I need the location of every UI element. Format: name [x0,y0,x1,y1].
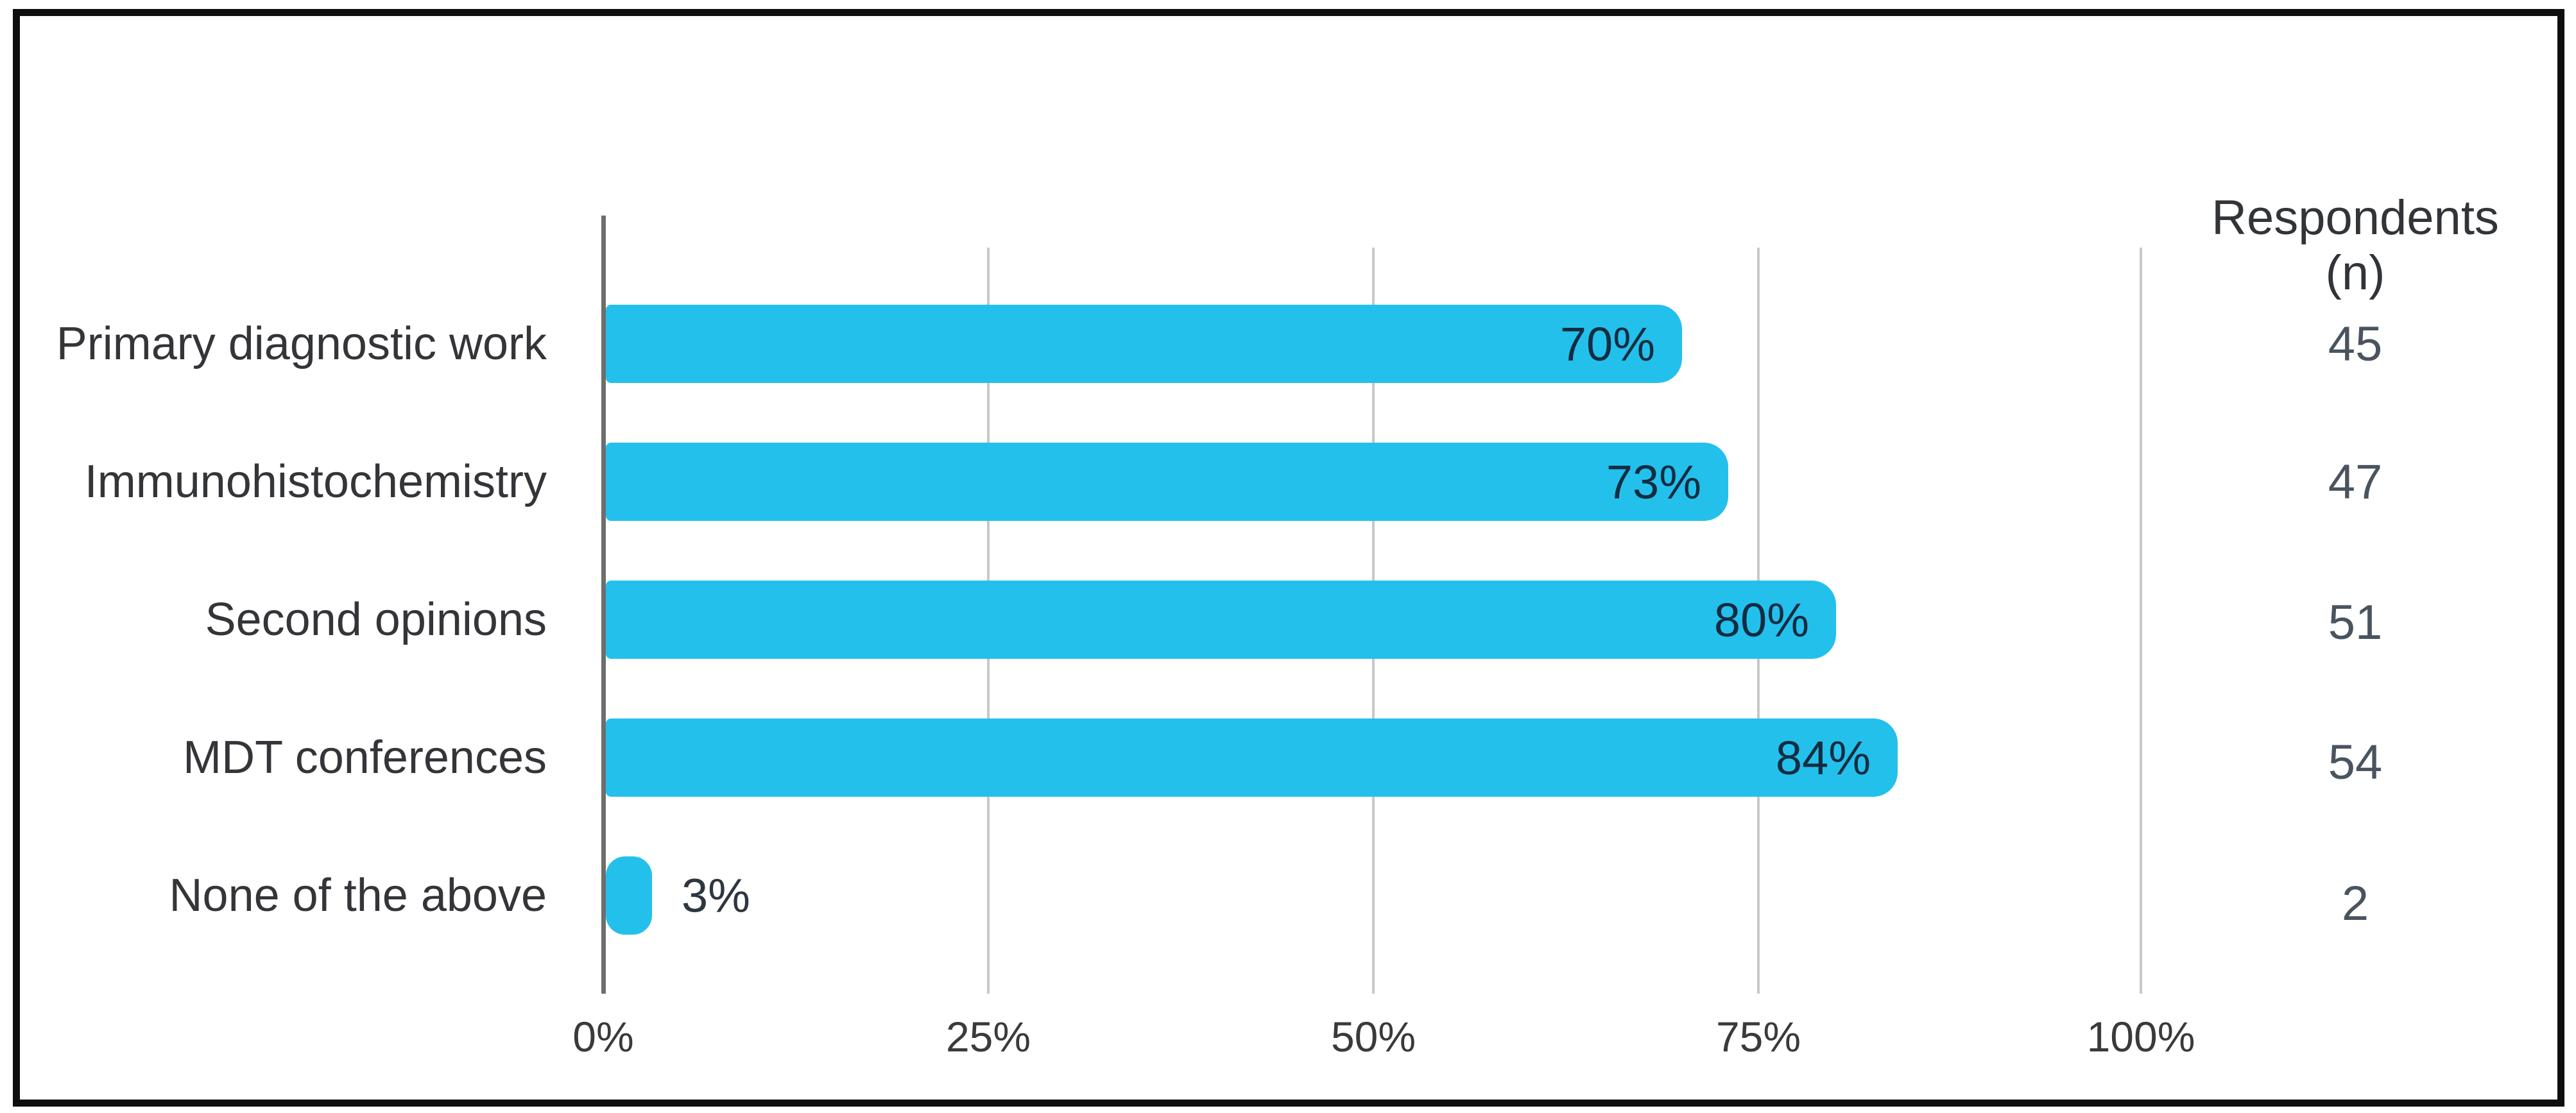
x-tick-100pct: 100% [2086,1013,2195,1060]
respondents-header-unit: (n) [2325,246,2385,300]
bar-primary-diagnostic-work: 70% [606,305,1682,383]
data-label-immunohistochemistry: 73% [1606,455,1701,509]
category-label-second-opinions: Second opinions [205,594,547,645]
bar-none-of-the-above: 3% [606,856,750,935]
respondents-value-mdt-conferences: 54 [2328,735,2383,790]
category-label-immunohistochemistry: Immunohistochemistry [84,456,547,507]
respondents-value-second-opinions: 51 [2328,595,2383,650]
respondents-value-primary-diagnostic-work: 45 [2328,317,2383,371]
bar-second-opinions: 80% [606,581,1836,659]
gridline-100pct [2140,248,2142,994]
data-label-second-opinions: 80% [1713,593,1809,647]
respondents-header: Respondents [2211,191,2499,245]
category-label-mdt-conferences: MDT conferences [183,732,547,783]
x-tick-0pct: 0% [572,1013,634,1060]
x-tick-75pct: 75% [1715,1013,1801,1060]
bar-mdt-conferences: 84% [606,718,1898,797]
category-label-none-of-the-above: None of the above [169,870,547,921]
value-axis-line [601,216,606,994]
x-tick-50pct: 50% [1330,1013,1416,1060]
x-tick-25pct: 25% [945,1013,1031,1060]
data-label-primary-diagnostic-work: 70% [1559,317,1655,371]
category-label-primary-diagnostic-work: Primary diagnostic work [56,318,547,370]
data-label-mdt-conferences: 84% [1775,731,1871,785]
respondents-value-immunohistochemistry: 47 [2328,455,2383,509]
respondents-value-none-of-the-above: 2 [2341,876,2369,931]
bar-immunohistochemistry: 73% [606,443,1728,521]
chart-frame [13,9,2564,1107]
data-label-none-of-the-above: 3% [682,869,750,922]
